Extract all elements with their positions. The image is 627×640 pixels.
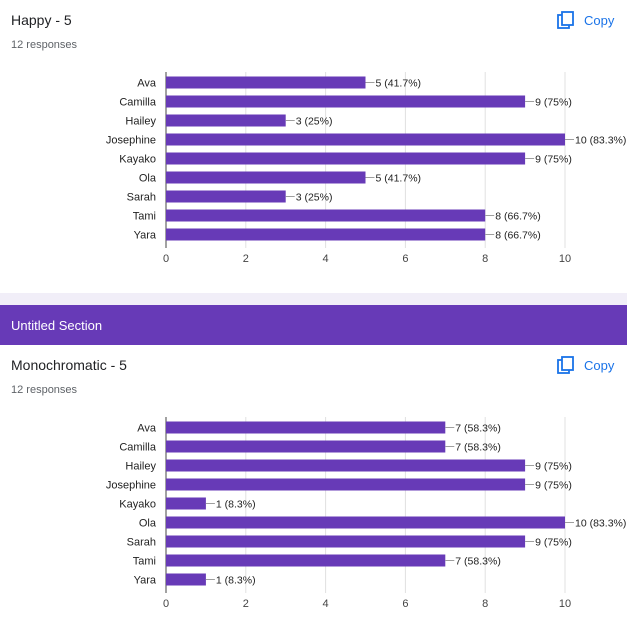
bar[interactable] [166, 478, 526, 491]
category-label: Hailey [125, 116, 156, 128]
bar[interactable] [166, 171, 366, 184]
bar[interactable] [166, 459, 526, 472]
category-label: Tami [133, 556, 156, 568]
category-label: Tami [133, 211, 156, 223]
data-label: 1 (8.3%) [216, 499, 256, 511]
bar[interactable] [166, 114, 286, 127]
category-label: Hailey [125, 461, 156, 473]
data-label: 7 (58.3%) [455, 423, 501, 435]
data-label: 7 (58.3%) [455, 442, 501, 454]
bar-chart-happy: 0 2 4 6 8 10 Ava 5 (41.7%) Camilla 9 (75%) Hailey 3… [106, 72, 626, 265]
bar[interactable] [166, 190, 286, 203]
data-label: 9 (75%) [535, 154, 572, 166]
data-label: 1 (8.3%) [216, 575, 256, 587]
bar[interactable] [166, 76, 366, 89]
x-tick-label: 10 [559, 598, 571, 610]
question-title: Monochromatic - 5 [11, 357, 127, 373]
category-label: Kayako [119, 499, 156, 511]
data-label: 10 (83.3%) [575, 135, 626, 147]
x-tick-label: 0 [163, 253, 169, 265]
category-label: Josephine [106, 135, 156, 147]
category-label: Ava [137, 78, 157, 90]
question-card-monochromatic: Monochromatic - 5 12 responses Copy 0 2 4 6… [0, 345, 627, 640]
question-card-happy: Happy - 5 12 responses Copy 0 2 4 6 8 10 Ava 5 … [0, 0, 627, 293]
x-tick-label: 8 [482, 253, 488, 265]
category-label: Camilla [119, 442, 157, 454]
x-tick-label: 4 [323, 253, 329, 265]
data-label: 3 (25%) [296, 116, 333, 128]
copy-icon [557, 11, 574, 29]
copy-icon [557, 356, 574, 374]
category-label: Kayako [119, 154, 156, 166]
bar-chart-monochromatic: 0 2 4 6 8 10 Ava 7 (58.3%) Camilla 7 (58.3%) Haile… [106, 417, 626, 610]
category-label: Yara [134, 230, 157, 242]
copy-label: Copy [584, 357, 615, 373]
x-tick-label: 0 [163, 598, 169, 610]
data-label: 8 (66.7%) [495, 230, 541, 242]
bar[interactable] [166, 421, 446, 434]
bar[interactable] [166, 133, 565, 146]
question-title: Happy - 5 [11, 12, 72, 28]
bar[interactable] [166, 440, 446, 453]
category-label: Ola [139, 173, 157, 185]
category-label: Camilla [119, 97, 157, 109]
category-label: Sarah [127, 537, 156, 549]
section-title: Untitled Section [11, 318, 103, 333]
bar[interactable] [166, 497, 206, 510]
bar[interactable] [166, 573, 206, 586]
data-label: 3 (25%) [296, 192, 333, 204]
x-tick-label: 10 [559, 253, 571, 265]
x-tick-label: 2 [243, 598, 249, 610]
x-tick-label: 8 [482, 598, 488, 610]
bar[interactable] [166, 209, 486, 222]
data-label: 9 (75%) [535, 461, 572, 473]
category-label: Ola [139, 518, 157, 530]
response-count: 12 responses [11, 39, 78, 51]
copy-label: Copy [584, 12, 615, 28]
data-label: 7 (58.3%) [455, 556, 501, 568]
copy-button[interactable]: Copy [556, 354, 614, 376]
data-label: 9 (75%) [535, 97, 572, 109]
category-label: Josephine [106, 480, 156, 492]
bar[interactable] [166, 535, 526, 548]
x-tick-label: 6 [402, 598, 408, 610]
category-label: Ava [137, 423, 157, 435]
data-label: 10 (83.3%) [575, 518, 626, 530]
copy-button[interactable]: Copy [556, 9, 614, 31]
bar[interactable] [166, 228, 486, 241]
data-label: 5 (41.7%) [376, 173, 422, 185]
x-tick-label: 6 [402, 253, 408, 265]
x-tick-label: 4 [323, 598, 329, 610]
category-label: Yara [134, 575, 157, 587]
section-gap [0, 293, 627, 305]
response-count: 12 responses [11, 384, 78, 396]
data-label: 9 (75%) [535, 480, 572, 492]
bar[interactable] [166, 516, 565, 529]
section-header: Untitled Section [0, 305, 627, 345]
bar[interactable] [166, 95, 526, 108]
bar[interactable] [166, 152, 526, 165]
bar[interactable] [166, 554, 446, 567]
category-label: Sarah [127, 192, 156, 204]
data-label: 9 (75%) [535, 537, 572, 549]
data-label: 8 (66.7%) [495, 211, 541, 223]
data-label: 5 (41.7%) [376, 78, 422, 90]
x-tick-label: 2 [243, 253, 249, 265]
